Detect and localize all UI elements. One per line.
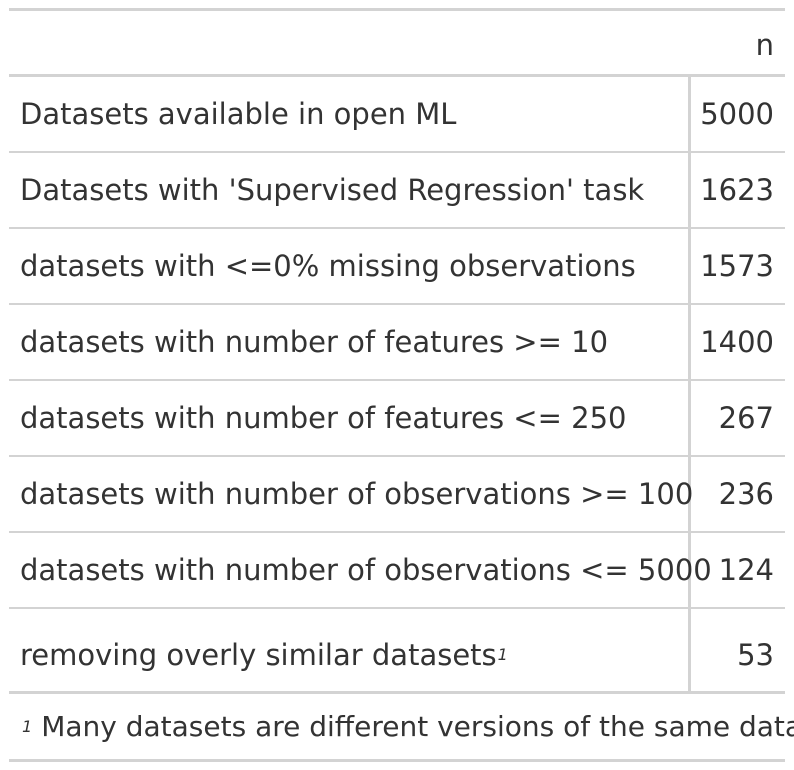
table-row: datasets with number of observations >= … xyxy=(9,457,785,533)
row-value: 124 xyxy=(718,553,774,587)
row-value: 53 xyxy=(737,638,774,672)
table-top-rule xyxy=(9,8,785,11)
row-value: 267 xyxy=(718,401,774,435)
row-label: Datasets available in open ML xyxy=(9,77,691,151)
row-value: 5000 xyxy=(700,97,774,131)
row-value: 1623 xyxy=(700,173,774,207)
column-header-n: n xyxy=(755,28,774,62)
table-row: datasets with number of features <= 250 … xyxy=(9,381,785,457)
row-value: 1400 xyxy=(700,325,774,359)
table-row: Datasets available in open ML 5000 xyxy=(9,77,785,153)
row-label: datasets with <=0% missing observations xyxy=(9,229,691,303)
table-row: removing overly similar datasets 1 53 xyxy=(9,609,785,694)
table-footnote: 1 Many datasets are different versions of… xyxy=(9,694,794,762)
table-row: datasets with number of features >= 10 1… xyxy=(9,305,785,381)
row-value: 236 xyxy=(718,477,774,511)
table-row: Datasets with 'Supervised Regression' ta… xyxy=(9,153,785,229)
summary-table: n Datasets available in open ML 5000 Dat… xyxy=(9,8,794,762)
row-label: datasets with number of features <= 250 xyxy=(9,381,691,455)
row-label: datasets with number of observations <= … xyxy=(9,533,712,607)
row-label: Datasets with 'Supervised Regression' ta… xyxy=(9,153,691,227)
row-label-with-footnote: removing overly similar datasets 1 xyxy=(9,609,691,691)
table-row: datasets with <=0% missing observations … xyxy=(9,229,785,305)
table-header: n xyxy=(9,11,785,77)
row-label: datasets with number of features >= 10 xyxy=(9,305,691,379)
table-row: datasets with number of observations <= … xyxy=(9,533,785,609)
row-label-text: removing overly similar datasets xyxy=(20,638,497,672)
row-value: 1573 xyxy=(700,249,774,283)
footnote-text: Many datasets are different versions of … xyxy=(41,710,794,743)
row-label: datasets with number of observations >= … xyxy=(9,457,693,531)
